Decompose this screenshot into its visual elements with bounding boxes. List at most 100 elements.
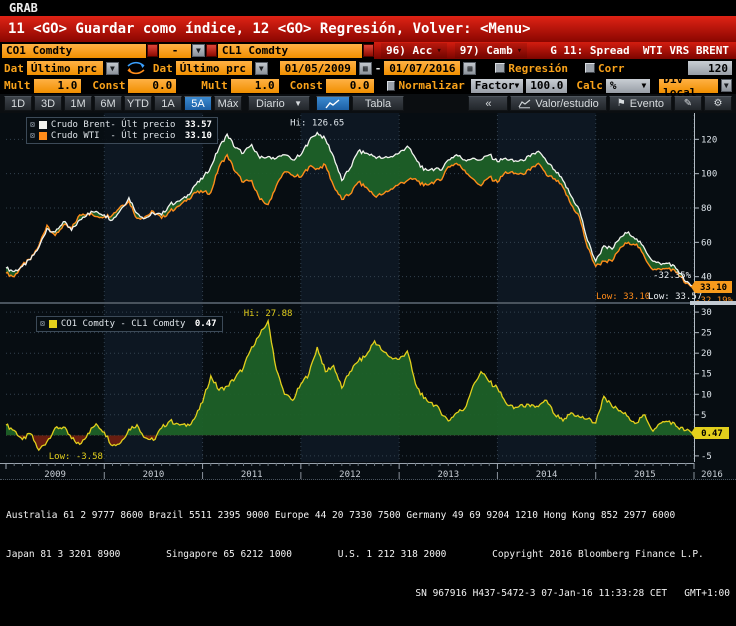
factor-value-input[interactable]: 100.0	[526, 78, 568, 93]
svg-text:2016: 2016	[701, 470, 723, 480]
svg-text:-32.35%: -32.35%	[653, 271, 692, 281]
regression-checkbox[interactable]	[495, 63, 506, 73]
period-button-1M[interactable]: 1M	[64, 96, 92, 111]
legend-label: Crudo Brent- Últ precio	[50, 119, 181, 130]
collapse-button[interactable]: «	[468, 96, 509, 111]
date-to-input[interactable]: 01/07/2016	[384, 61, 461, 75]
svg-text:Hi: 27.88: Hi: 27.88	[244, 309, 293, 319]
line-chart-type-button[interactable]	[316, 96, 350, 111]
dat2-label: Dat	[152, 61, 173, 75]
toolbar-right-group: « Valor/estudio ⚑ Evento ✎ ⚙	[468, 96, 732, 111]
period-button-3D[interactable]: 3D	[34, 96, 62, 111]
security-row: CO1 Comdty - ▼ CL1 Comdty 96) Acc ▾ 97) C…	[0, 42, 736, 59]
frequency-value: Diario	[256, 97, 285, 110]
study-button[interactable]: Valor/estudio	[510, 96, 607, 111]
normalize-label: Normalizar	[398, 79, 465, 92]
period-button-6M[interactable]: 6M	[94, 96, 122, 111]
mult1-label: Mult	[4, 79, 31, 92]
legend-label: Crudo WTI - Últ precio	[50, 130, 181, 141]
const2-input[interactable]: 0.0	[325, 78, 374, 93]
frequency-dropdown[interactable]: Diario ▼	[248, 96, 310, 111]
price-type2-dropdown[interactable]: Último prc	[175, 61, 252, 75]
div-local-dropdown[interactable]: Div local	[659, 73, 718, 99]
corr-window-input[interactable]: 120	[688, 61, 732, 75]
svg-text:Low: 33.57: Low: 33.57	[648, 292, 702, 302]
calc-unit-value: %	[609, 79, 617, 92]
operator-dropdown-button[interactable]: ▼	[192, 44, 205, 57]
security2-input[interactable]: CL1 Comdty	[217, 43, 363, 58]
settings-button[interactable]: ⚙	[704, 96, 732, 111]
operator-input[interactable]: -	[159, 43, 191, 58]
price-type1-caret-button[interactable]: ▼	[105, 61, 119, 75]
chart-function-title: G 11: Spread WTI VRS BRENT	[550, 44, 729, 57]
event-button[interactable]: ⚑ Evento	[608, 96, 672, 111]
date-from-input[interactable]: 01/05/2009	[279, 61, 356, 75]
terminal-footer: Australia 61 2 9777 8600 Brazil 5511 239…	[0, 480, 736, 599]
spread-chart-legend[interactable]: ⊠ CO1 Comdty - CL1 Comdty 0.47	[36, 316, 223, 332]
mult1-input[interactable]: 1.0	[33, 78, 82, 93]
security2-menu-button-2[interactable]	[363, 44, 375, 57]
period-button-YTD[interactable]: YTD	[124, 96, 152, 111]
date-separator: -	[374, 61, 382, 75]
chart-toolbar: 1D 3D 1M 6M YTD 1A 5A Máx Diario ▼ Tabla « Valor…	[0, 94, 736, 113]
price-chart-legend[interactable]: ⊠ Crudo Brent- Últ precio 33.57 ⊠ Crudo WTI…	[26, 117, 218, 144]
price-type2-caret-button[interactable]: ▼	[254, 61, 268, 75]
mini-chart-icon	[518, 99, 531, 108]
div-local-caret-button[interactable]: ▼	[720, 79, 733, 92]
svg-text:40: 40	[701, 273, 712, 283]
legend-checkbox-icon[interactable]: ⊠	[30, 131, 35, 140]
legend-item[interactable]: ⊠ CO1 Comdty - CL1 Comdty 0.47	[40, 318, 217, 329]
calendar-icon[interactable]: ▦	[463, 61, 477, 75]
chevron-down-icon: ▼	[514, 81, 520, 90]
calendar-icon[interactable]: ▦	[358, 61, 372, 75]
legend-checkbox-icon[interactable]: ⊠	[30, 120, 35, 129]
legend-item[interactable]: ⊠ Crudo WTI - Últ precio 33.10	[30, 130, 212, 141]
svg-text:60: 60	[701, 238, 712, 248]
footer-phones-line2: Japan 81 3 3201 8900 Singapore 65 6212 1…	[6, 549, 704, 560]
legend-checkbox-icon[interactable]: ⊠	[40, 319, 45, 328]
period-button-Máx[interactable]: Máx	[214, 96, 242, 111]
security2-menu-button[interactable]	[205, 44, 217, 57]
calc-label: Calc	[576, 79, 603, 92]
annotate-button[interactable]: ✎	[674, 96, 702, 111]
collapse-label: «	[485, 97, 492, 110]
security1-input[interactable]: CO1 Comdty	[2, 43, 147, 58]
footer-session-info: SN 967916 H437-5472-3 07-Jan-16 11:33:28…	[415, 588, 730, 599]
legend-item[interactable]: ⊠ Crudo Brent- Últ precio 33.57	[30, 119, 212, 130]
period-button-1D[interactable]: 1D	[4, 96, 32, 111]
svg-text:2013: 2013	[437, 470, 459, 480]
svg-text:20: 20	[701, 349, 712, 359]
period-button-5A[interactable]: 5A	[184, 96, 212, 111]
svg-text:25: 25	[701, 329, 712, 339]
flag-icon: ⚑	[616, 97, 626, 109]
normalize-checkbox[interactable]	[386, 80, 396, 91]
legend-last-value: 33.10	[184, 130, 212, 141]
dat1-label: Dat	[4, 61, 24, 75]
const1-input[interactable]: 0.0	[128, 78, 177, 93]
svg-text:80: 80	[701, 204, 712, 214]
camb-button[interactable]: 97) Camb ▾	[454, 43, 528, 58]
spread-chart[interactable]: 30 25 20 15 10 5 -5 Hi: 27.88 Low: -3.58 0.47	[0, 304, 736, 462]
const2-label: Const	[289, 79, 323, 92]
calc-unit-dropdown[interactable]: % ▼	[605, 78, 651, 93]
panel-divider[interactable]	[0, 301, 736, 305]
table-button[interactable]: Tabla	[352, 96, 404, 111]
price-type1-dropdown[interactable]: Último prc	[26, 61, 103, 75]
legend-swatch	[38, 131, 47, 140]
divider-handle[interactable]	[690, 301, 736, 305]
svg-text:Low: -3.58: Low: -3.58	[49, 452, 103, 462]
swap-arrows-icon[interactable]	[125, 61, 147, 75]
period-button-1A[interactable]: 1A	[154, 96, 182, 111]
svg-text:100: 100	[701, 170, 717, 180]
acc-button[interactable]: 96) Acc ▾	[381, 43, 447, 58]
security1-menu-button[interactable]	[147, 44, 159, 57]
factor-dropdown[interactable]: Factor ▼	[470, 78, 524, 93]
svg-text:10: 10	[701, 390, 712, 400]
corr-checkbox[interactable]	[584, 63, 595, 73]
gear-icon: ⚙	[713, 97, 723, 109]
svg-text:33.10: 33.10	[700, 283, 727, 293]
svg-text:30: 30	[701, 308, 712, 318]
mult2-input[interactable]: 1.0	[230, 78, 279, 93]
axis-separator	[0, 479, 736, 480]
